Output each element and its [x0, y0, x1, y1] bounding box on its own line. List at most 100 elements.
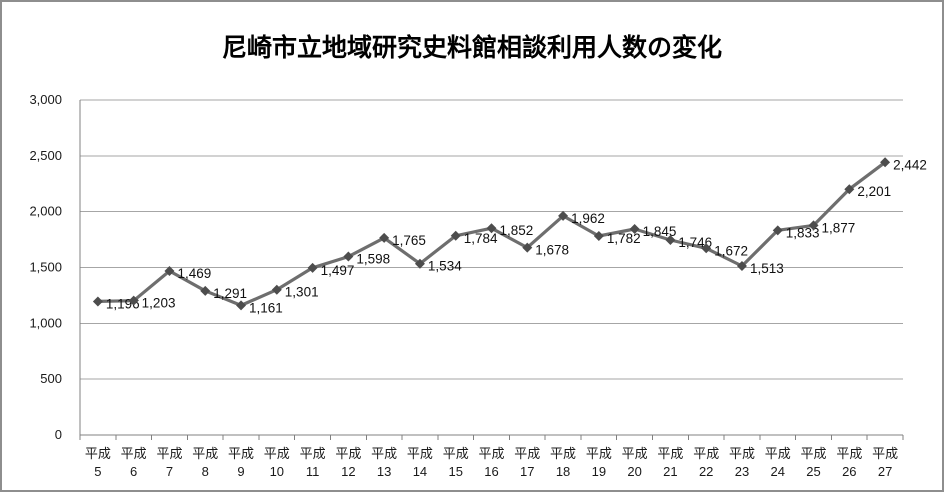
data-label: 1,203: [142, 296, 176, 311]
data-label: 1,833: [786, 225, 820, 240]
x-tick-label-year: 6: [130, 464, 137, 479]
x-tick-label-era: 平成: [586, 446, 612, 461]
x-tick-label-year: 24: [771, 464, 785, 479]
x-tick-label-year: 25: [806, 464, 820, 479]
data-point-marker: [808, 220, 819, 231]
data-label: 1,291: [213, 286, 247, 301]
x-tick-label-era: 平成: [514, 446, 540, 461]
x-tick-label-era: 平成: [264, 446, 290, 461]
x-tick-label-year: 21: [663, 464, 677, 479]
data-point-marker: [486, 223, 497, 234]
x-tick-label-era: 平成: [85, 446, 111, 461]
data-label: 1,513: [750, 261, 784, 276]
x-tick-label-era: 平成: [622, 446, 648, 461]
x-tick-label-year: 26: [842, 464, 856, 479]
data-point-marker: [880, 157, 891, 168]
data-point-marker: [522, 242, 533, 253]
data-point-marker: [772, 225, 783, 236]
x-tick-label-era: 平成: [121, 446, 147, 461]
x-tick-label-year: 27: [878, 464, 892, 479]
x-tick-label-era: 平成: [478, 446, 504, 461]
x-tick-label-era: 平成: [371, 446, 397, 461]
data-label: 1,852: [500, 223, 534, 238]
data-point-marker: [307, 262, 318, 273]
data-point-marker: [558, 210, 569, 221]
x-tick-label-era: 平成: [550, 446, 576, 461]
x-tick-label-era: 平成: [192, 446, 218, 461]
data-label: 2,442: [893, 157, 927, 172]
x-tick-label-era: 平成: [335, 446, 361, 461]
x-tick-label-year: 17: [520, 464, 534, 479]
data-point-marker: [271, 284, 282, 295]
x-tick-label-year: 8: [202, 464, 209, 479]
x-tick-label-era: 平成: [801, 446, 827, 461]
data-label: 1,469: [177, 266, 211, 281]
data-point-marker: [200, 285, 211, 296]
x-tick-label-year: 19: [592, 464, 606, 479]
y-tick-label: 2,500: [29, 148, 62, 163]
x-tick-label-year: 16: [484, 464, 498, 479]
x-tick-label-era: 平成: [729, 446, 755, 461]
x-tick-label-era: 平成: [872, 446, 898, 461]
y-tick-label: 1,000: [29, 315, 62, 330]
data-point-marker: [236, 300, 247, 311]
data-point-marker: [92, 296, 103, 307]
data-label: 1,301: [285, 285, 319, 300]
data-label: 1,784: [464, 231, 498, 246]
x-tick-label-year: 11: [306, 464, 320, 479]
data-label: 1,845: [643, 224, 677, 239]
data-point-marker: [736, 261, 747, 272]
x-tick-label-year: 15: [448, 464, 462, 479]
data-label: 1,782: [607, 231, 641, 246]
data-label: 1,765: [392, 233, 426, 248]
data-label: 2,201: [857, 184, 891, 199]
data-point-marker: [593, 231, 604, 242]
data-label: 1,962: [571, 211, 605, 226]
x-tick-label-era: 平成: [228, 446, 254, 461]
data-point-marker: [128, 295, 139, 306]
x-tick-label-era: 平成: [657, 446, 683, 461]
data-label: 1,161: [249, 300, 283, 315]
x-tick-label-era: 平成: [407, 446, 433, 461]
x-tick-label-year: 10: [270, 464, 284, 479]
x-tick-label-year: 9: [237, 464, 244, 479]
x-tick-label-year: 23: [735, 464, 749, 479]
x-tick-label-year: 22: [699, 464, 713, 479]
data-label: 1,678: [535, 243, 569, 258]
data-point-marker: [450, 230, 461, 241]
x-tick-label-year: 12: [341, 464, 355, 479]
x-tick-label-year: 7: [166, 464, 173, 479]
x-tick-label-era: 平成: [765, 446, 791, 461]
x-tick-label-era: 平成: [836, 446, 862, 461]
x-tick-label-era: 平成: [300, 446, 326, 461]
data-point-marker: [665, 235, 676, 246]
x-tick-label-year: 18: [556, 464, 570, 479]
data-point-marker: [379, 232, 390, 243]
data-point-marker: [844, 184, 855, 195]
data-label: 1,672: [714, 243, 748, 258]
x-tick-label-era: 平成: [443, 446, 469, 461]
data-point-marker: [414, 258, 425, 269]
x-tick-label-year: 14: [413, 464, 427, 479]
data-label: 1,497: [321, 263, 355, 278]
x-tick-label-era: 平成: [693, 446, 719, 461]
data-point-marker: [343, 251, 354, 262]
y-tick-label: 500: [40, 371, 62, 386]
x-tick-label-year: 5: [94, 464, 101, 479]
data-label: 1,598: [356, 252, 390, 267]
x-tick-label-year: 20: [627, 464, 641, 479]
x-tick-label-era: 平成: [156, 446, 182, 461]
data-point-marker: [701, 243, 712, 254]
data-label: 1,534: [428, 259, 462, 274]
data-point-marker: [164, 265, 175, 276]
y-tick-label: 0: [55, 427, 62, 442]
y-tick-label: 1,500: [29, 260, 62, 275]
chart-title: 尼崎市立地域研究史料館相談利用人数の変化: [221, 34, 722, 62]
x-tick-label-year: 13: [377, 464, 391, 479]
y-tick-label: 2,000: [29, 204, 62, 219]
y-tick-label: 3,000: [29, 92, 62, 107]
data-point-marker: [629, 223, 640, 234]
data-label: 1,877: [822, 220, 856, 235]
